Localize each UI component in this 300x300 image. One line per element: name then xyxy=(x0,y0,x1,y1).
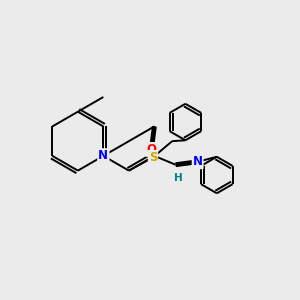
Text: H: H xyxy=(174,173,183,183)
Text: O: O xyxy=(146,143,156,156)
Text: N: N xyxy=(193,155,202,168)
Text: N: N xyxy=(98,149,108,162)
Text: N: N xyxy=(98,149,108,162)
Text: S: S xyxy=(149,151,157,164)
